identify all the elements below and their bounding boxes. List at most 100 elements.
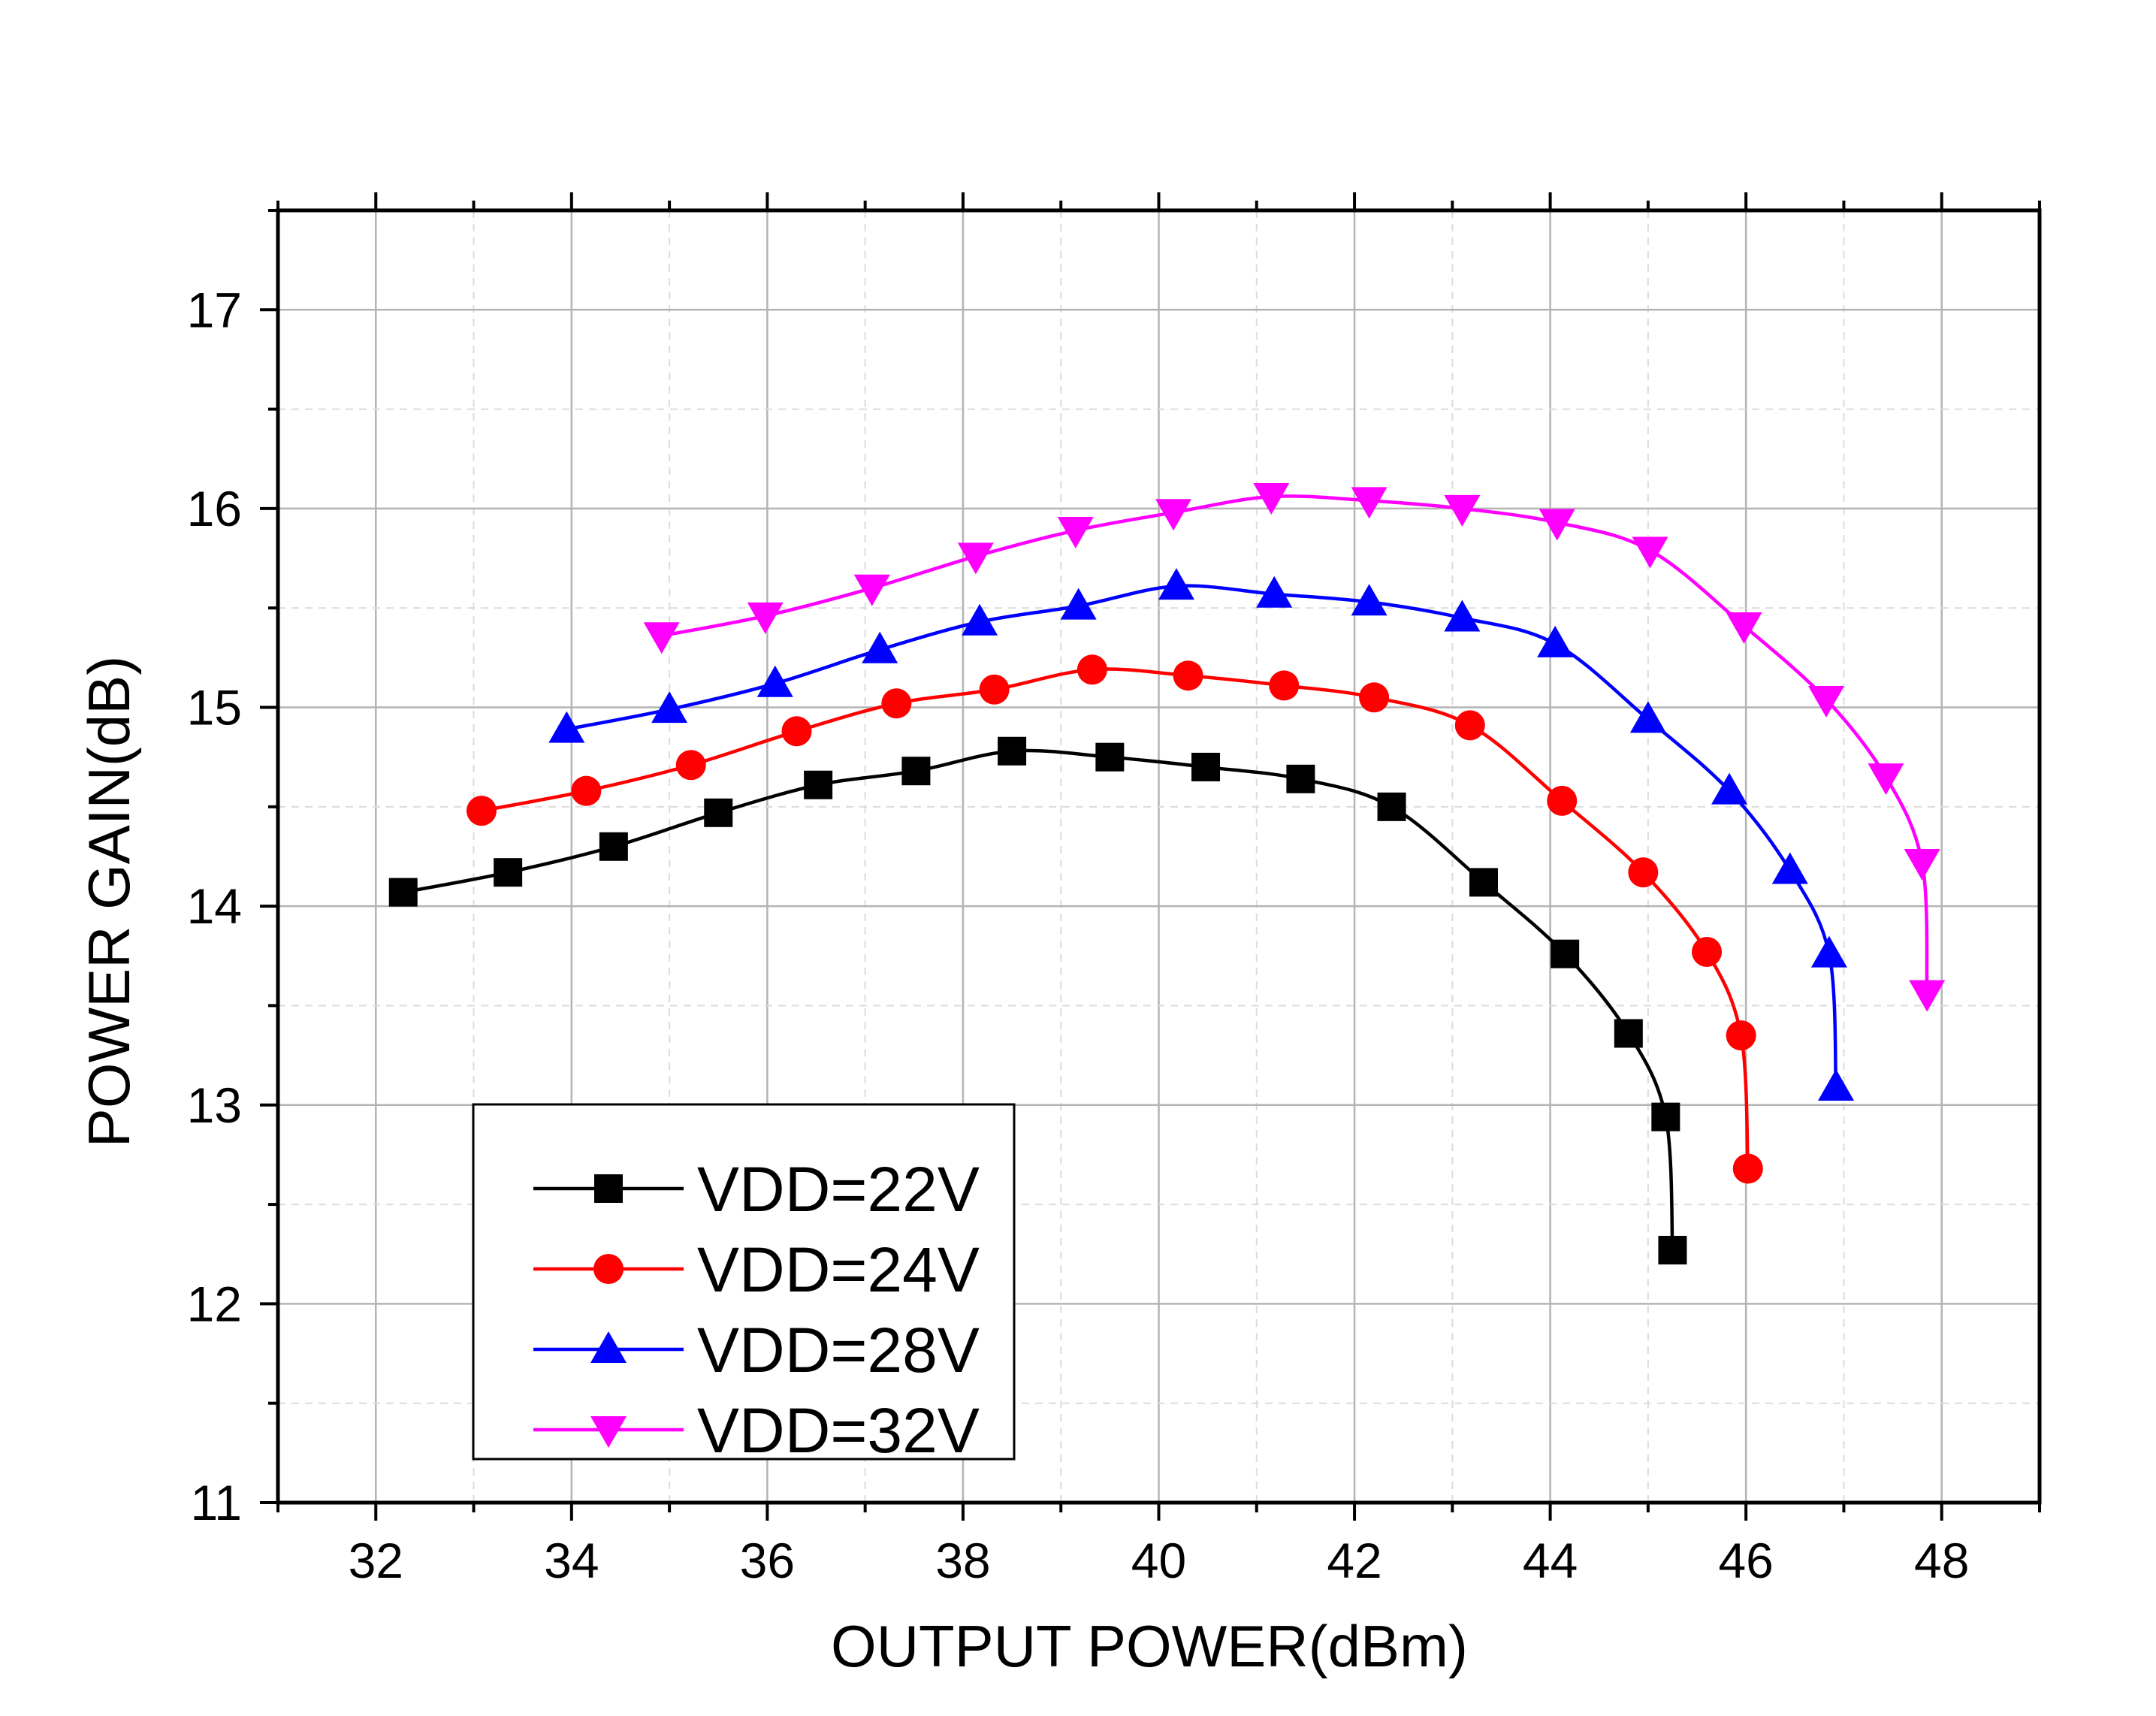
- y-tick-label: 12: [187, 1276, 242, 1331]
- data-point: [957, 542, 994, 575]
- data-point: [1732, 1153, 1763, 1184]
- data-point: [1868, 763, 1904, 796]
- data-point: [1158, 568, 1194, 600]
- x-tick-label: 36: [740, 1533, 795, 1588]
- data-point: [1810, 935, 1847, 968]
- data-point: [1632, 536, 1668, 569]
- series-line-3: [566, 584, 1838, 1088]
- data-point: [1155, 499, 1192, 531]
- data-point: [1444, 600, 1481, 632]
- data-point: [747, 602, 784, 634]
- data-point: [1057, 517, 1094, 549]
- x-tick-label: 32: [349, 1533, 403, 1588]
- data-point: [1807, 685, 1844, 718]
- data-point: [1269, 670, 1300, 701]
- data-point: [1351, 487, 1388, 519]
- data-point: [1628, 857, 1659, 888]
- data-point: [494, 858, 523, 887]
- data-point: [1651, 1102, 1680, 1131]
- data-point: [781, 716, 812, 747]
- data-point: [1351, 584, 1388, 616]
- data-point: [1359, 682, 1390, 713]
- x-tick-label: 38: [935, 1533, 990, 1588]
- y-tick-label: 15: [187, 680, 242, 736]
- data-point: [853, 574, 890, 606]
- data-point: [804, 770, 833, 799]
- legend-label: VDD=22V: [697, 1154, 980, 1225]
- data-point: [1629, 701, 1666, 733]
- data-point: [1551, 939, 1580, 968]
- data-point: [862, 631, 898, 663]
- data-point: [881, 688, 912, 719]
- y-tick-label: 11: [190, 1475, 242, 1530]
- data-point: [1173, 660, 1203, 691]
- legend-marker: [590, 1331, 627, 1363]
- data-point: [388, 878, 418, 907]
- data-point: [1444, 494, 1481, 527]
- data-point: [1909, 980, 1946, 1012]
- legend-box: [472, 1103, 1016, 1461]
- data-point: [901, 757, 931, 786]
- data-point: [1076, 654, 1107, 685]
- y-tick-label: 14: [187, 878, 242, 934]
- data-point: [1253, 483, 1290, 515]
- axes: 32 34 36 38 40 42 44 46 48 11 12 13 14 15 16 17: [187, 192, 2042, 1588]
- data-point: [1095, 742, 1125, 772]
- data-point: [1469, 868, 1499, 897]
- data-point: [675, 750, 706, 781]
- legend-marker: [593, 1254, 624, 1284]
- series-line-1: [403, 748, 1674, 1251]
- x-tick-label: 42: [1327, 1533, 1381, 1588]
- data-point: [1286, 764, 1315, 793]
- data-point: [1658, 1235, 1687, 1264]
- grid: [278, 210, 2040, 1503]
- data-point: [1377, 792, 1406, 821]
- data-point: [571, 775, 602, 806]
- data-point: [1711, 772, 1748, 805]
- data-point: [1547, 785, 1578, 816]
- legend-marker: [590, 1416, 627, 1448]
- data-point: [1538, 509, 1575, 541]
- x-tick-label: 34: [544, 1533, 599, 1588]
- data-point: [1818, 1068, 1855, 1101]
- x-tick-label: 44: [1523, 1533, 1578, 1588]
- data-point: [1904, 848, 1940, 881]
- data-point: [548, 711, 585, 743]
- data-point: [466, 796, 497, 826]
- data-point: [1614, 1019, 1643, 1048]
- series-group: [388, 483, 1946, 1264]
- data-point: [1726, 612, 1762, 645]
- y-axis-title: POWER GAIN(dB): [76, 656, 142, 1147]
- y-tick-label: 13: [187, 1077, 242, 1133]
- data-point: [599, 832, 628, 861]
- data-point: [998, 736, 1027, 766]
- data-point: [1726, 1020, 1756, 1051]
- x-tick-label: 48: [1914, 1533, 1969, 1588]
- data-point: [1537, 625, 1574, 657]
- data-point: [756, 665, 793, 697]
- x-tick-label: 40: [1131, 1533, 1186, 1588]
- legend-label: VDD=24V: [697, 1234, 980, 1305]
- data-point: [1771, 852, 1808, 884]
- data-point: [651, 691, 688, 724]
- x-axis-title: OUTPUT POWER(dBm): [831, 1613, 1468, 1679]
- y-tick-label: 16: [187, 481, 242, 536]
- data-point: [643, 622, 680, 654]
- legend-label: VDD=28V: [697, 1315, 980, 1385]
- data-point: [979, 674, 1010, 705]
- data-point: [1060, 588, 1097, 620]
- data-point: [1191, 752, 1221, 781]
- data-point: [962, 603, 998, 636]
- data-point: [1692, 937, 1723, 968]
- x-tick-label: 46: [1718, 1533, 1773, 1588]
- y-tick-label: 17: [187, 282, 242, 337]
- data-point: [1256, 576, 1293, 608]
- data-point: [1454, 710, 1485, 741]
- series-line-4: [661, 494, 1929, 994]
- legend-label: VDD=32V: [697, 1395, 980, 1466]
- legend: VDD=22V VDD=24V VDD=28V VDD=32V: [472, 1103, 1016, 1466]
- legend-marker: [594, 1174, 623, 1203]
